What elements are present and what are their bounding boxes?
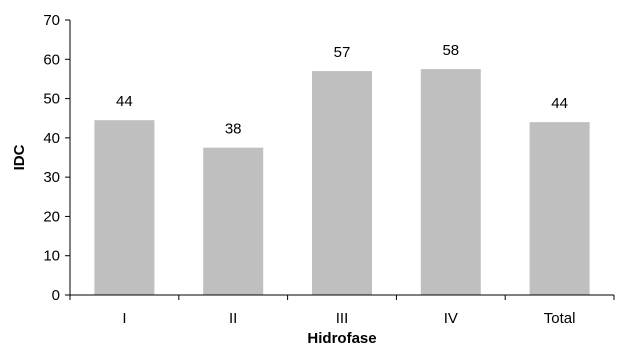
data-label: 57 — [334, 44, 351, 61]
data-label: 44 — [551, 95, 568, 112]
y-tick-label: 0 — [52, 287, 60, 304]
y-tick-label: 10 — [43, 248, 60, 265]
x-axis-title: Hidrofase — [307, 330, 376, 347]
bar — [94, 120, 155, 295]
x-ticks: I II III IV Total — [69, 295, 615, 327]
x-tick-label: I — [122, 310, 126, 327]
bar — [420, 69, 481, 295]
x-tick-label: Total — [544, 310, 576, 327]
y-tick-label: 70 — [43, 12, 60, 29]
data-labels: 44 38 57 58 44 — [116, 42, 568, 138]
bar — [203, 147, 264, 295]
data-label: 44 — [116, 93, 133, 110]
x-tick-label: III — [336, 310, 349, 327]
data-label: 58 — [442, 42, 459, 59]
y-tick-label: 40 — [43, 130, 60, 147]
axes-layer — [69, 20, 614, 296]
bars-layer — [94, 69, 590, 296]
x-tick-label: II — [229, 310, 237, 327]
y-tick-label: 50 — [43, 91, 60, 108]
bar — [529, 122, 590, 296]
bar — [312, 71, 372, 295]
x-tick-label: IV — [444, 310, 458, 327]
y-tick-label: 20 — [43, 208, 60, 225]
y-tick-label: 60 — [43, 51, 60, 68]
y-axis-title: IDC — [11, 144, 28, 170]
data-label: 38 — [225, 121, 242, 138]
y-ticks: 0 10 20 30 40 50 60 70 — [43, 12, 70, 304]
y-tick-label: 30 — [43, 169, 60, 186]
